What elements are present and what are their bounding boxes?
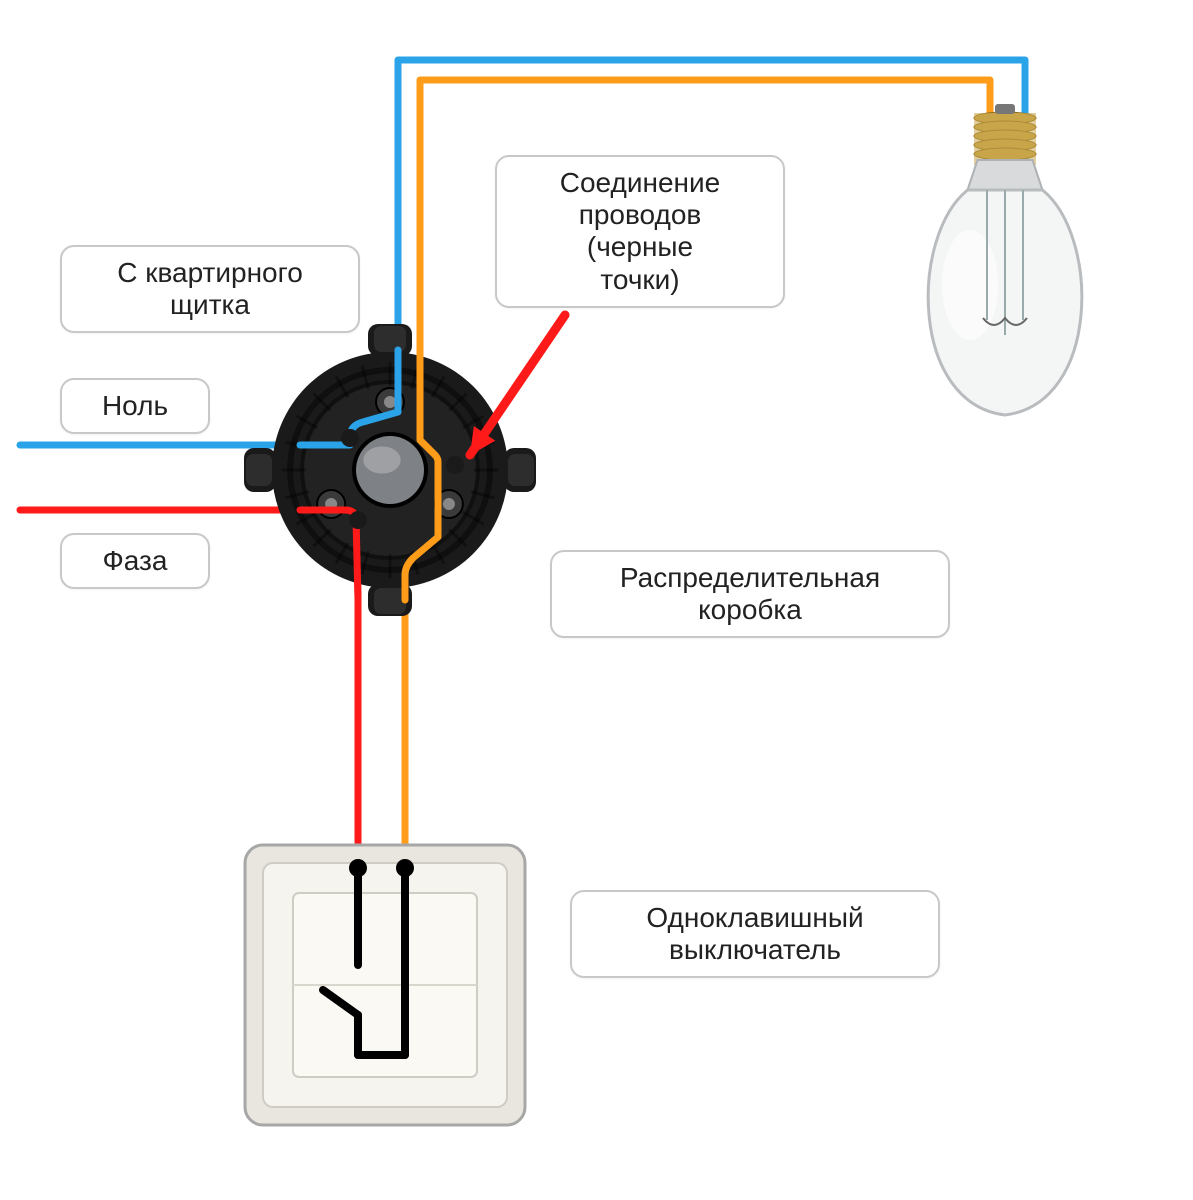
lightbulb-icon <box>928 190 1082 415</box>
wall-switch <box>245 845 525 1125</box>
junction-box <box>272 352 508 588</box>
callout-arrow <box>470 315 565 455</box>
label-wire-junctions: Соединениепроводов(черныеточки) <box>495 155 785 308</box>
junction-point <box>341 429 359 447</box>
label-switch: Одноклавишныйвыключатель <box>570 890 940 978</box>
label-neutral: Ноль <box>60 378 210 434</box>
junction-point <box>446 456 464 474</box>
label-from-panel: С квартирногощитка <box>60 245 360 333</box>
junction-point <box>349 511 367 529</box>
label-phase: Фаза <box>60 533 210 589</box>
label-junction-box: Распределительнаякоробка <box>550 550 950 638</box>
